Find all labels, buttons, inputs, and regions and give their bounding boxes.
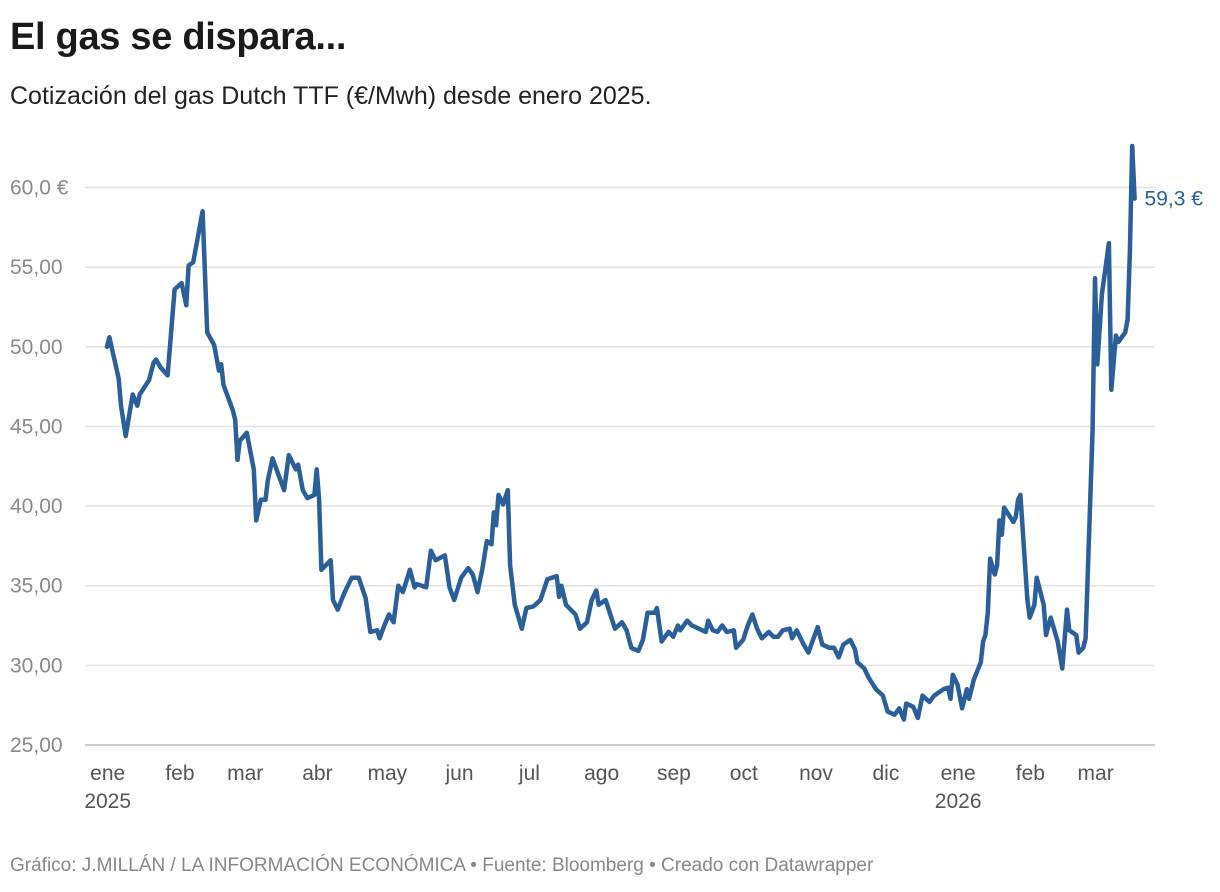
x-tick-label: ene: [941, 762, 976, 785]
x-tick-label: feb: [165, 762, 194, 785]
x-tick-label: oct: [730, 762, 758, 785]
x-tick-label: may: [367, 762, 407, 785]
x-tick-year: 2026: [935, 790, 982, 813]
y-axis: 25,00 30,00 35,00 40,00 45,00 50,00 55,00 60,0 …: [10, 176, 69, 757]
chart-title: El gas se dispara...: [10, 16, 347, 58]
series: 59,3 €: [104, 143, 1204, 722]
chart-subtitle: Cotización del gas Dutch TTF (€/Mwh) des…: [10, 82, 652, 110]
y-tick-label: 55,00: [10, 256, 63, 279]
x-tick-label: jun: [445, 762, 474, 785]
x-tick-label: sep: [657, 762, 691, 785]
y-tick-label: 50,00: [10, 336, 63, 359]
y-tick-label: 60,0 €: [10, 176, 69, 199]
y-tick-label: 45,00: [10, 415, 63, 438]
x-tick-label: mar: [227, 762, 263, 785]
x-tick-year: 2025: [84, 790, 131, 813]
x-tick-label: jul: [518, 762, 540, 785]
x-tick-label: nov: [799, 762, 833, 785]
y-tick-label: 25,00: [10, 734, 63, 757]
x-axis: ene 2025 feb mar abr may jun jul ago sep oct nov dic…: [84, 762, 1113, 813]
x-tick-label: mar: [1078, 762, 1114, 785]
gridlines: [85, 186, 1155, 746]
chart-footer: Gráfico: J.MILLÁN / LA INFORMACIÓN ECONÓ…: [10, 855, 874, 876]
x-tick-label: abr: [302, 762, 332, 785]
x-tick-label: feb: [1016, 762, 1045, 785]
y-tick-label: 40,00: [10, 495, 63, 518]
y-tick-label: 30,00: [10, 654, 63, 677]
y-tick-label: 35,00: [10, 575, 63, 598]
x-tick-label: ene: [90, 762, 125, 785]
x-tick-label: dic: [872, 762, 899, 785]
end-value-label: 59,3 €: [1145, 188, 1204, 211]
x-tick-label: ago: [584, 762, 619, 785]
series-line: [104, 143, 1137, 722]
